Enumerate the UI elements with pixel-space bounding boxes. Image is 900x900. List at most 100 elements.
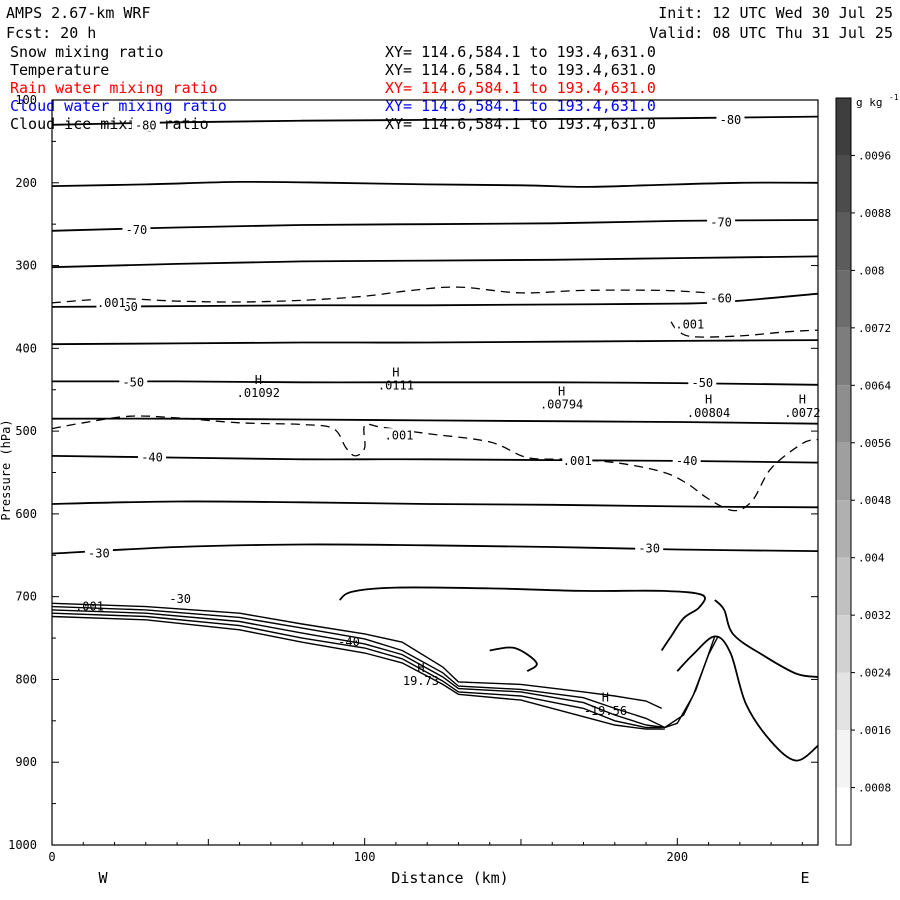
- init-time: Init: 12 UTC Wed 30 Jul 25: [658, 4, 893, 22]
- x-tick-label: 0: [48, 850, 55, 864]
- colorbar-swatch: [836, 98, 851, 156]
- field-name: Temperature: [10, 61, 109, 79]
- valid-time: Valid: 08 UTC Thu 31 Jul 25: [649, 24, 893, 42]
- extremum-marker: H: [799, 393, 806, 407]
- colorbar-swatch: [836, 212, 851, 271]
- y-tick-label: 100: [15, 93, 37, 107]
- y-tick-label: 800: [15, 672, 37, 686]
- label-background: [562, 453, 593, 467]
- label-background: [707, 215, 736, 229]
- extremum-marker: H: [558, 384, 565, 398]
- temperature-label: -40: [676, 454, 698, 468]
- field-xy-range: XY= 114.6,584.1 to 193.4,631.0: [385, 79, 656, 97]
- temperature-contour: [51, 180, 819, 188]
- colorbar-swatch: [836, 787, 851, 845]
- label-background: [166, 592, 195, 606]
- temperature-contour: [714, 599, 819, 678]
- extremum-marker: H: [417, 661, 424, 675]
- temperature-label: -40: [141, 451, 163, 465]
- y-tick-label: 300: [15, 259, 37, 273]
- snow-label: .001: [385, 428, 414, 442]
- terrain-contour: [51, 602, 662, 710]
- field-xy-range: XY= 114.6,584.1 to 193.4,631.0: [385, 61, 656, 79]
- axes: 100 200 300 400 500 600 700 800 900 1000 0 100 200: [8, 93, 818, 864]
- y-tick-label: 900: [15, 755, 37, 769]
- snow-label: .001: [563, 454, 592, 468]
- contour-layer: [51, 115, 819, 762]
- x-axis-label: Distance (km): [391, 869, 508, 887]
- temperature-contour: [51, 455, 819, 464]
- temperature-label: -50: [691, 376, 713, 390]
- snow-label: .001: [97, 296, 126, 310]
- model-title: AMPS 2.67-km WRF: [6, 4, 151, 22]
- colorbar-swatch: [836, 442, 851, 501]
- label-background: [122, 222, 151, 236]
- east-label: E: [800, 869, 809, 887]
- colorbar-label: .0064: [858, 379, 891, 392]
- y-tick-label: 1000: [8, 838, 37, 852]
- terrain-contour: [51, 605, 716, 729]
- colorbar-label: .0056: [858, 437, 891, 450]
- label-background: [716, 112, 745, 126]
- y-tick-label: 500: [15, 424, 37, 438]
- temperature-contour: [51, 417, 819, 425]
- colorbar-swatch: [836, 672, 851, 731]
- temperature-label: -30: [169, 592, 191, 606]
- temperature-contour: [51, 500, 819, 509]
- y-axis-label: Pressure (hPa): [0, 419, 13, 520]
- colorbar-swatch: [836, 615, 851, 673]
- field-xy-range: XY= 114.6,584.1 to 193.4,631.0: [385, 97, 656, 115]
- temperature-contour: [51, 219, 819, 232]
- colorbar-swatch: [836, 557, 851, 616]
- label-background: [672, 453, 701, 467]
- x-tick-label: 100: [354, 850, 376, 864]
- contour-label: -40: [338, 635, 360, 649]
- colorbar-unit-exponent: -1: [889, 93, 899, 102]
- field-name: Rain water mixing ratio: [10, 79, 218, 97]
- temperature-contour: [51, 543, 819, 555]
- contour-label: .001: [75, 600, 104, 614]
- terrain-contour: [51, 609, 719, 729]
- y-tick-label: 400: [15, 341, 37, 355]
- label-background: [138, 450, 167, 464]
- temperature-contour: [51, 255, 819, 269]
- field-name: Snow mixing ratio: [10, 43, 164, 61]
- field-xy-range: XY= 114.6,584.1 to 193.4,631.0: [385, 43, 656, 61]
- extremum-value: 19.73: [403, 674, 439, 688]
- extremum-marker: H: [255, 373, 262, 387]
- colorbar-frame: [835, 97, 852, 846]
- temperature-label: -30: [638, 542, 660, 556]
- temperature-label: -70: [710, 216, 732, 230]
- extremum-value: .0111: [378, 379, 414, 393]
- west-label: W: [98, 869, 108, 887]
- snow-contour: [51, 415, 819, 512]
- temperature-label: -30: [88, 547, 110, 561]
- extremum-value: .00804: [687, 406, 730, 420]
- y-tick-label: 200: [15, 176, 37, 190]
- snow-label: .001: [675, 317, 704, 331]
- x-tick-label: 200: [666, 850, 688, 864]
- temperature-label: -80: [720, 113, 742, 127]
- terrain-contour: [51, 615, 665, 730]
- colorbar: .0096 .0088 .008 .0072 .0064 .0056 .0048 .004 .0…: [835, 93, 899, 846]
- label-background: [688, 376, 717, 390]
- label-background: [635, 541, 664, 555]
- colorbar-label: .0096: [858, 149, 891, 162]
- snow-contour: [670, 321, 819, 338]
- colorbar-swatch: [836, 500, 851, 558]
- temperature-label: -50: [122, 375, 144, 389]
- temperature-contour: [676, 635, 819, 762]
- label-background: [119, 375, 148, 389]
- colorbar-swatch: [836, 385, 851, 443]
- contour-labels: -80 -80-70-70-60-60-50 -50-40 -40-30 -30-30.…: [75, 112, 820, 718]
- temperature-contour: [51, 292, 819, 308]
- colorbar-label: .0032: [858, 609, 891, 622]
- y-tick-label: 700: [15, 590, 37, 604]
- temperature-contour: [339, 586, 706, 651]
- label-background: [96, 295, 127, 309]
- label-background: [384, 428, 415, 442]
- label-background: [674, 317, 705, 331]
- label-background: [84, 546, 113, 560]
- colorbar-unit: g kg: [856, 96, 883, 109]
- extremum-marker: H: [705, 393, 712, 407]
